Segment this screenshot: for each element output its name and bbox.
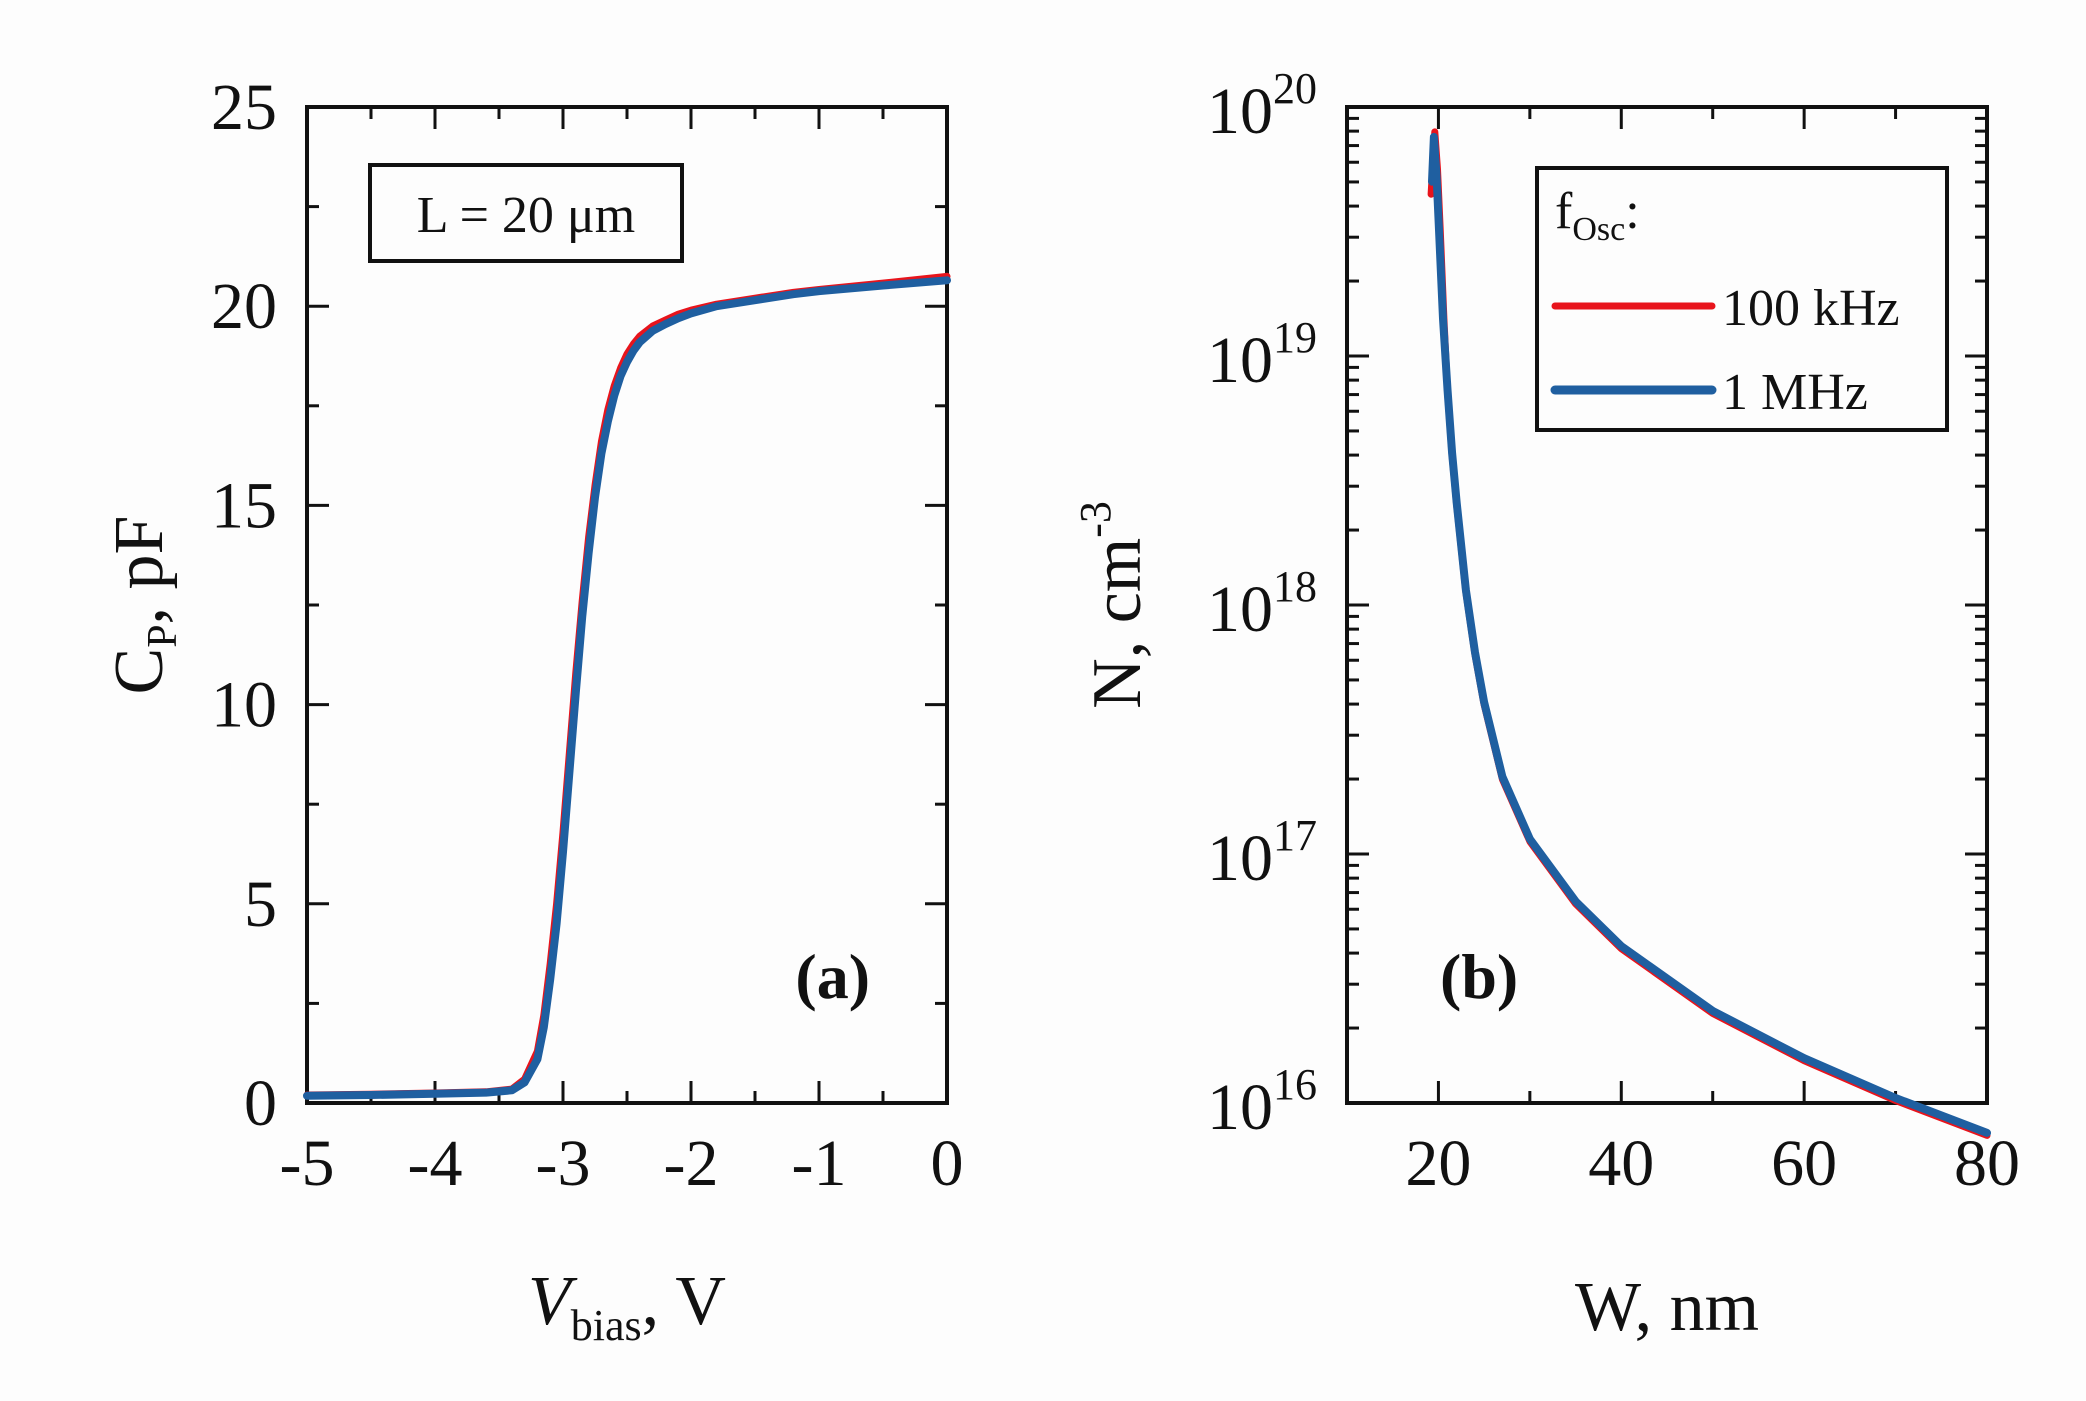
panel-a-xlabel-sub: bias xyxy=(571,1301,642,1350)
y-tick-label-a: 15 xyxy=(211,469,277,542)
legend: fOsc: 100 kHz 1 MHz xyxy=(1535,166,1949,432)
y-tick-label-a: 5 xyxy=(244,868,277,941)
x-tick-label-a: -2 xyxy=(664,1127,719,1200)
panel-b-label: (b) xyxy=(1440,941,1518,1012)
legend-entry-1mhz: 1 MHz xyxy=(1722,364,1868,421)
legend-title: fOsc: xyxy=(1555,183,1640,248)
length-annotation: L = 20 μm xyxy=(368,163,684,263)
panel-b-ticks: 20 40 60 80 1016 1017 1018 1019 1020 xyxy=(1207,64,2020,1200)
series-b-1-mhz xyxy=(1428,132,1991,1137)
x-tick-label-a: -5 xyxy=(280,1127,335,1200)
legend-title-sub: Osc xyxy=(1572,211,1625,248)
panel-a-xlabel: Vbias, V xyxy=(528,1263,726,1350)
panel-a-ylabel-sub: P xyxy=(140,624,186,647)
y-tick-label-b: 1017 xyxy=(1207,811,1317,895)
panel-a-ylabel: CP, pF xyxy=(101,516,186,695)
x-tick-label-b: 80 xyxy=(1954,1127,2020,1200)
panel-a-xlabel-suffix: , V xyxy=(642,1263,726,1340)
y-tick-label-b: 1020 xyxy=(1207,64,1317,148)
x-tick-label-a: -3 xyxy=(536,1127,591,1200)
legend-entry-100khz: 100 kHz xyxy=(1722,280,1900,337)
panel-a-ticks: -5 -4 -3 -2 -1 0 0 5 10 15 20 25 xyxy=(211,71,964,1200)
y-tick-label-a: 10 xyxy=(211,669,277,742)
x-tick-label-a: -1 xyxy=(792,1127,847,1200)
panel-b-xlabel: W, nm xyxy=(1575,1269,1759,1346)
panel-a-ylabel-suffix: , pF xyxy=(101,516,178,625)
x-tick-label-a: 0 xyxy=(931,1127,964,1200)
legend-title-suffix: : xyxy=(1625,183,1639,240)
panel-a-label: (a) xyxy=(795,941,870,1012)
panel-a-ylabel-main: C xyxy=(101,648,178,695)
y-tick-label-b: 1019 xyxy=(1207,313,1317,397)
series-a-1-mhz xyxy=(303,276,951,1100)
x-tick-label-a: -4 xyxy=(408,1127,463,1200)
panel-b-ylabel: N, cm-3 xyxy=(1071,501,1156,709)
x-tick-label-b: 20 xyxy=(1405,1127,1471,1200)
length-annotation-text: L = 20 μm xyxy=(417,187,636,244)
legend-title-main: f xyxy=(1555,183,1573,240)
y-tick-label-a: 0 xyxy=(244,1067,277,1140)
y-tick-label-a: 25 xyxy=(211,71,277,144)
x-tick-label-b: 60 xyxy=(1771,1127,1837,1200)
y-tick-label-b: 1018 xyxy=(1207,562,1317,646)
panel-a-xlabel-main: V xyxy=(528,1263,578,1340)
panel-b-series xyxy=(1427,128,1991,1139)
panel-a-series xyxy=(303,272,951,1100)
y-tick-label-b: 1016 xyxy=(1207,1060,1317,1144)
panel-b-ylabel-sup: -3 xyxy=(1071,501,1120,538)
x-tick-label-b: 40 xyxy=(1588,1127,1654,1200)
panel-b-ylabel-main: N, cm xyxy=(1079,538,1156,709)
panel-b: 20 40 60 80 1016 1017 1018 1019 1020 fOsc: 100 k… xyxy=(1071,64,2020,1346)
y-tick-label-a: 20 xyxy=(211,270,277,343)
